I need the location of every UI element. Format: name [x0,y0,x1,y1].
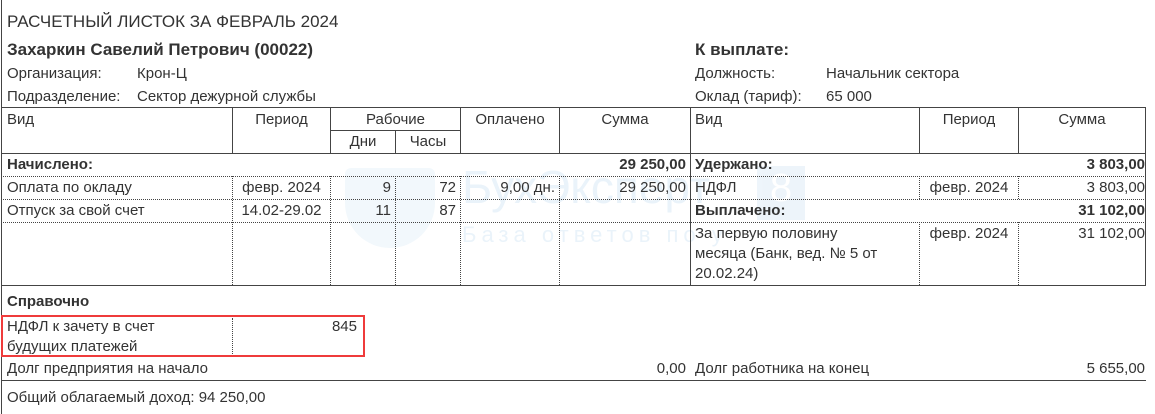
payment-type: 20.02.24) [695,265,759,282]
col-divider [232,107,233,153]
reference-item-label: будущих платежей [7,338,138,355]
table-bottom-border [1,285,1146,286]
accrual-period: 14.02-29.02 [241,202,322,219]
paid-label: Выплачено: [695,202,786,219]
org-label: Организация: [7,65,102,82]
center-divider [690,107,691,285]
col-divider [1018,222,1019,285]
accrual-days: 11 [375,202,391,219]
salary-label: Оклад (тариф): [695,88,802,105]
header-paid: Оплачено [475,111,545,128]
accrual-type: Оплата по окладу [7,179,132,196]
col-divider [919,107,920,153]
watermark-brand: БухЭксперт [462,161,711,213]
accrued-total: 29 250,00 [619,156,686,173]
to-pay-label: К выплате: [695,40,790,59]
accrual-days: 9 [382,179,391,196]
header-work: Рабочие [366,111,425,128]
col-divider [559,107,560,153]
header-days: Дни [349,133,377,150]
salary-value: 65 000 [826,88,872,105]
accrual-sum: 29 250,00 [619,179,686,196]
col-divider [1018,107,1019,153]
col-divider [460,107,461,153]
col-divider [460,176,461,285]
dept-value: Сектор дежурной службы [137,88,316,105]
watermark-tagline: База ответов по у [462,222,728,247]
taxable-income: Общий облагаемый доход: 94 250,00 [7,389,266,406]
withheld-period: февр. 2024 [929,179,1009,196]
header-type-right: Вид [695,111,723,128]
payment-type: месяца (Банк, вед. № 5 от [695,245,878,262]
header-bottom-border [1,153,1146,154]
reference-highlight-box [1,315,365,357]
accrual-period: февр. 2024 [242,179,321,196]
header-sum: Сумма [601,111,649,128]
reference-item-label: НДФЛ к зачету в счет [7,318,155,335]
paid-total: 31 102,00 [1078,202,1145,219]
accrual-paid: 9,00 дн. [500,179,555,196]
payment-sum: 31 102,00 [1078,225,1145,242]
header-type: Вид [7,111,35,128]
row-divider [1,199,1146,200]
watermark-shield [345,168,435,248]
col-divider [1018,176,1019,199]
header-hours: Часы [409,133,447,150]
employee-debt-value: 5 655,00 [1086,360,1145,377]
org-value: Крон-Ц [137,65,187,82]
position-value: Начальник сектора [826,65,960,82]
company-debt-label: Долг предприятия на начало [7,360,208,377]
debt-divider [1,380,1146,381]
withheld-type: НДФЛ [695,179,737,196]
col-divider [330,176,331,285]
withheld-sum: 3 803,00 [1086,179,1145,196]
header-period-right: Период [942,111,996,128]
col-divider [559,176,560,285]
accrual-hours: 87 [439,202,456,219]
payment-type: За первую половину [695,225,838,242]
col-divider [395,130,396,153]
col-divider [232,176,233,285]
accrued-label: Начислено: [7,156,93,173]
withheld-label: Удержано: [695,156,773,173]
withheld-total: 3 803,00 [1086,156,1145,173]
col-divider [919,222,920,285]
dept-label: Подразделение: [7,88,121,105]
table-right-border [1145,107,1146,285]
table-top-border [1,107,1146,108]
col-divider [919,176,920,199]
payment-period: февр. 2024 [929,225,1009,242]
reference-label: Справочно [7,293,90,310]
employee-debt-label: Долг работника на конец [695,360,870,377]
accrual-hours: 72 [439,179,456,196]
row-divider [1,222,1146,223]
reference-item-value: 845 [331,318,357,335]
col-divider [330,107,331,153]
accrual-type: Отпуск за свой счет [7,202,145,219]
row-divider [1,176,1146,177]
col-divider [232,318,233,354]
company-debt-value: 0,00 [656,360,686,377]
page-border [1,0,2,414]
header-period: Период [255,111,308,128]
header-sum-right: Сумма [1058,111,1106,128]
employee-name: Захаркин Савелий Петрович (00022) [7,40,314,59]
position-label: Должность: [695,65,776,82]
page-title: РАСЧЕТНЫЙ ЛИСТОК ЗА ФЕВРАЛЬ 2024 [7,12,339,31]
col-divider [395,176,396,285]
